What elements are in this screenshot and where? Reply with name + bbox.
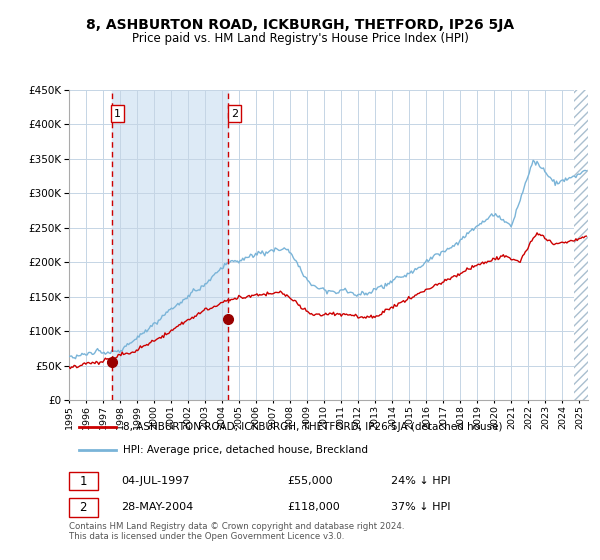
Text: 8, ASHBURTON ROAD, ICKBURGH, THETFORD, IP26 5JA (detached house): 8, ASHBURTON ROAD, ICKBURGH, THETFORD, I… <box>124 422 503 432</box>
Bar <box>574 90 588 400</box>
Text: 24% ↓ HPI: 24% ↓ HPI <box>391 476 451 486</box>
Text: £118,000: £118,000 <box>287 502 340 512</box>
FancyBboxPatch shape <box>69 472 98 491</box>
Text: 04-JUL-1997: 04-JUL-1997 <box>121 476 190 486</box>
Text: 1: 1 <box>114 109 121 119</box>
Text: 28-MAY-2004: 28-MAY-2004 <box>121 502 193 512</box>
Bar <box>112 90 229 400</box>
FancyBboxPatch shape <box>69 498 98 516</box>
Text: Contains HM Land Registry data © Crown copyright and database right 2024.
This d: Contains HM Land Registry data © Crown c… <box>69 522 404 542</box>
Text: 2: 2 <box>79 501 87 514</box>
Text: 1: 1 <box>79 474 87 488</box>
Text: 8, ASHBURTON ROAD, ICKBURGH, THETFORD, IP26 5JA: 8, ASHBURTON ROAD, ICKBURGH, THETFORD, I… <box>86 18 514 32</box>
Text: £55,000: £55,000 <box>287 476 332 486</box>
Bar <box>574 90 588 400</box>
Text: 2: 2 <box>231 109 238 119</box>
Text: Price paid vs. HM Land Registry's House Price Index (HPI): Price paid vs. HM Land Registry's House … <box>131 32 469 45</box>
Text: 37% ↓ HPI: 37% ↓ HPI <box>391 502 450 512</box>
Text: HPI: Average price, detached house, Breckland: HPI: Average price, detached house, Brec… <box>124 445 368 455</box>
